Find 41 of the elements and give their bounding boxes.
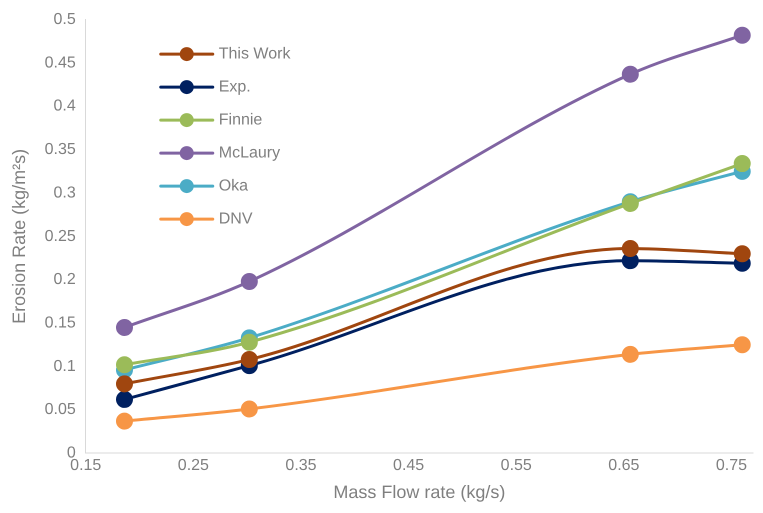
point	[240, 334, 258, 351]
y-tick-label: 0.15	[44, 314, 76, 332]
y-tick-label: 0.4	[53, 98, 76, 115]
y-tick-label: 0.25	[44, 228, 76, 245]
x-tick-label: 0.55	[500, 457, 532, 474]
legend-label: Oka	[218, 178, 248, 195]
x-tick-label: 0.45	[393, 457, 424, 474]
y-tick-label: 0.3	[53, 184, 76, 202]
x-tick-label: 0.35	[285, 457, 317, 474]
x-tick-label: 0.75	[716, 457, 748, 474]
x-axis-title: Mass Flow rate (kg/s)	[333, 482, 506, 502]
x-tick-label: 0.65	[608, 457, 640, 474]
point	[734, 245, 751, 262]
point	[622, 66, 639, 83]
x-tick-label: 0.15	[70, 457, 102, 474]
y-axis-title: Erosion Rate (kg/m²s)	[8, 148, 29, 324]
legend-label: McLaury	[218, 144, 280, 162]
point	[116, 375, 133, 392]
point	[240, 272, 258, 290]
point	[240, 400, 258, 418]
point	[116, 356, 133, 374]
point	[734, 155, 751, 172]
point	[116, 318, 133, 336]
point	[240, 351, 258, 368]
y-tick-label: 0.05	[44, 401, 76, 418]
y-tick-label: 0.2	[53, 271, 76, 288]
y-tick-label: 0.35	[44, 141, 76, 158]
point	[116, 390, 133, 408]
point	[622, 346, 639, 363]
x-tick-label: 0.25	[178, 457, 210, 474]
point	[734, 336, 751, 354]
legend-label: This Work	[218, 46, 292, 63]
point	[622, 240, 639, 258]
y-tick-label: 0.1	[53, 358, 76, 375]
legend-label: Exp.	[218, 78, 251, 96]
legend-label: Finnie	[218, 112, 262, 129]
point	[116, 412, 133, 430]
y-tick-label: 0.5	[53, 11, 76, 28]
point	[734, 26, 751, 44]
legend-label: DNV	[218, 210, 253, 228]
y-tick-label: 0.45	[44, 54, 76, 72]
